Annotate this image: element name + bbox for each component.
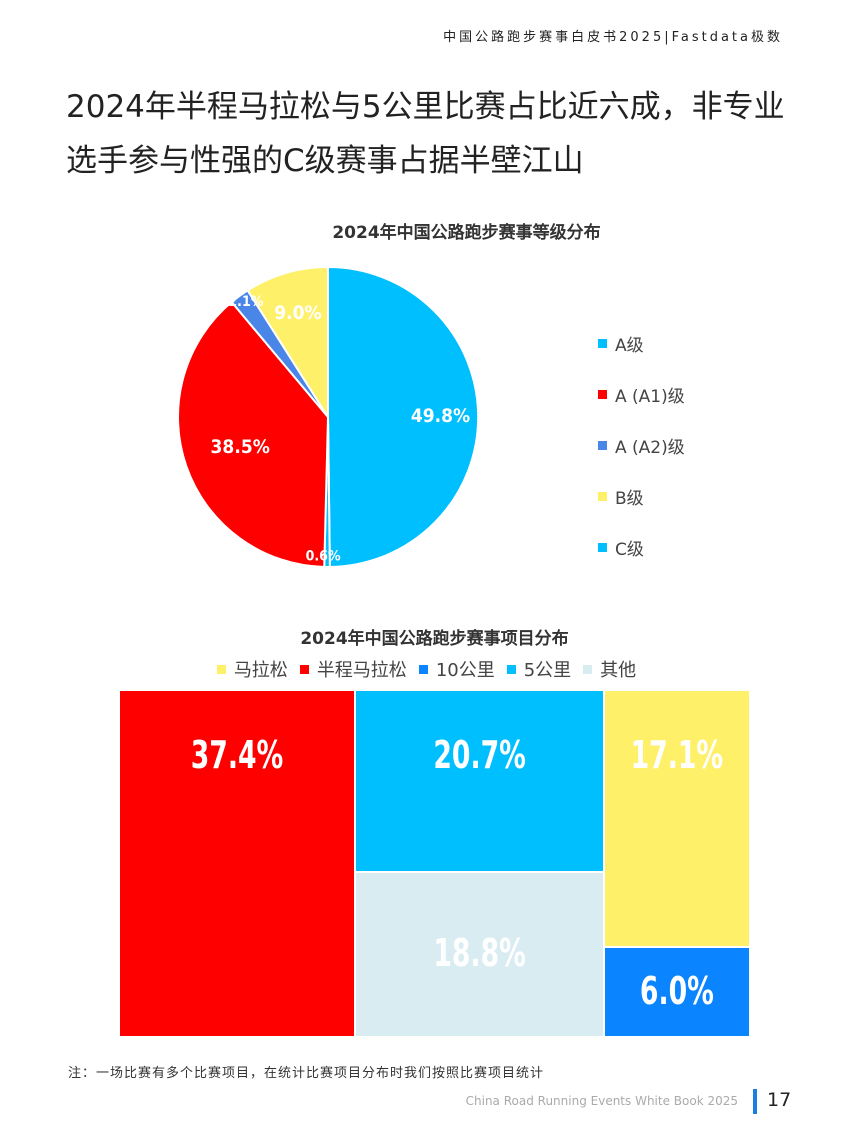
legend-label: 5公里 <box>523 660 572 681</box>
legend-swatch <box>598 492 607 501</box>
legend-swatch <box>506 664 516 674</box>
pie-legend-item-1: A (A1)级 <box>598 369 685 420</box>
treemap-tile-18-8: 18.8% <box>354 871 605 1037</box>
treemap-legend-item-1: 半程马拉松 <box>299 656 407 682</box>
footnote: 注：一场比赛有多个比赛项目，在统计比赛项目分布时我们按照比赛项目统计 <box>68 1066 545 1081</box>
legend-label: B级 <box>615 489 644 509</box>
legend-swatch <box>598 543 607 552</box>
pie-data-label-0: 49.8% <box>411 405 470 427</box>
legend-label: 马拉松 <box>233 660 288 681</box>
pie-legend-item-3: B级 <box>598 471 685 522</box>
legend-label: 半程马拉松 <box>316 660 407 681</box>
legend-swatch <box>598 441 607 450</box>
treemap-legend-item-4: 其他 <box>583 656 636 682</box>
treemap-legend-item-2: 10公里 <box>418 656 495 682</box>
legend-swatch <box>598 390 607 399</box>
treemap-tile-20-7: 20.7% <box>354 690 605 872</box>
treemap-tile-17-1: 17.1% <box>604 690 750 947</box>
pie-legend-item-4: C级 <box>598 522 685 573</box>
legend-label: C级 <box>615 540 644 560</box>
legend-label: A (A2)级 <box>615 438 685 458</box>
pie-slice-4 <box>246 265 329 421</box>
treemap-tile-label: 37.4% <box>190 733 284 777</box>
legend-swatch <box>299 664 309 674</box>
footer-accent-bar <box>753 1089 757 1114</box>
footer-text: China Road Running Events White Book 202… <box>465 1094 738 1108</box>
pie-data-label-1: 0.6% <box>306 549 341 565</box>
pie-slice-0 <box>327 265 480 569</box>
pie-legend-item-0: A级 <box>598 318 685 369</box>
treemap-legend-item-3: 5公里 <box>506 656 572 682</box>
legend-swatch <box>216 664 226 674</box>
treemap-title: 2024年中国公路跑步赛事项目分布 <box>300 629 569 649</box>
legend-swatch <box>598 339 607 348</box>
treemap-tile-label: 6.0% <box>640 968 715 1013</box>
legend-label: A级 <box>615 336 644 356</box>
treemap-tile-label: 20.7% <box>433 733 526 777</box>
legend-label: A (A1)级 <box>615 387 685 407</box>
pie-chart: 49.8% 0.6% 38.5% 2.1% 9.0% <box>177 265 480 569</box>
treemap-tile-6-0: 6.0% <box>604 946 750 1037</box>
treemap-tile-label: 17.1% <box>630 733 724 777</box>
pie-legend: A级 A (A1)级 A (A2)级 B级 C级 <box>598 318 685 573</box>
pie-data-label-3: 2.1% <box>228 294 263 310</box>
legend-label: 其他 <box>600 660 637 681</box>
legend-swatch <box>418 664 428 674</box>
treemap-legend: 马拉松 半程马拉松 10公里 5公里 其他 <box>0 656 853 682</box>
treemap-tile-label: 18.8% <box>433 931 526 976</box>
pie-legend-item-2: A (A2)级 <box>598 420 685 471</box>
page-number: 17 <box>767 1089 792 1111</box>
pie-data-label-2: 38.5% <box>211 436 270 458</box>
page-title: 2024年半程马拉松与5公里比赛占比近六成，非专业选手参与性强的C级赛事占据半壁… <box>66 89 785 179</box>
report-header: 中国公路跑步赛事白皮书2025|Fastdata极数 <box>443 30 783 45</box>
treemap-legend-item-0: 马拉松 <box>216 656 288 682</box>
pie-chart-title: 2024年中国公路跑步赛事等级分布 <box>332 223 601 243</box>
pie-data-label-4: 9.0% <box>274 302 321 324</box>
treemap-tile-37-4: 37.4% <box>119 690 355 1037</box>
legend-label: 10公里 <box>435 660 495 681</box>
legend-swatch <box>583 664 593 674</box>
treemap-chart: 37.4% 20.7% 18.8% 17.1% 6.0% <box>119 690 750 1037</box>
pie-slice-2 <box>177 300 330 568</box>
